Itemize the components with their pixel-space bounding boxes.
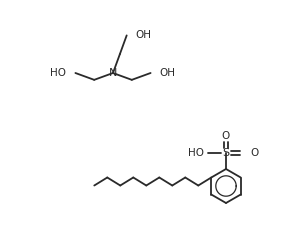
Text: HO: HO [50, 68, 67, 78]
Text: O: O [250, 148, 258, 158]
Text: S: S [222, 148, 230, 158]
Text: N: N [109, 68, 117, 78]
Text: OH: OH [136, 30, 152, 40]
Text: OH: OH [160, 68, 176, 78]
Text: O: O [222, 131, 230, 141]
Text: HO: HO [188, 148, 204, 158]
